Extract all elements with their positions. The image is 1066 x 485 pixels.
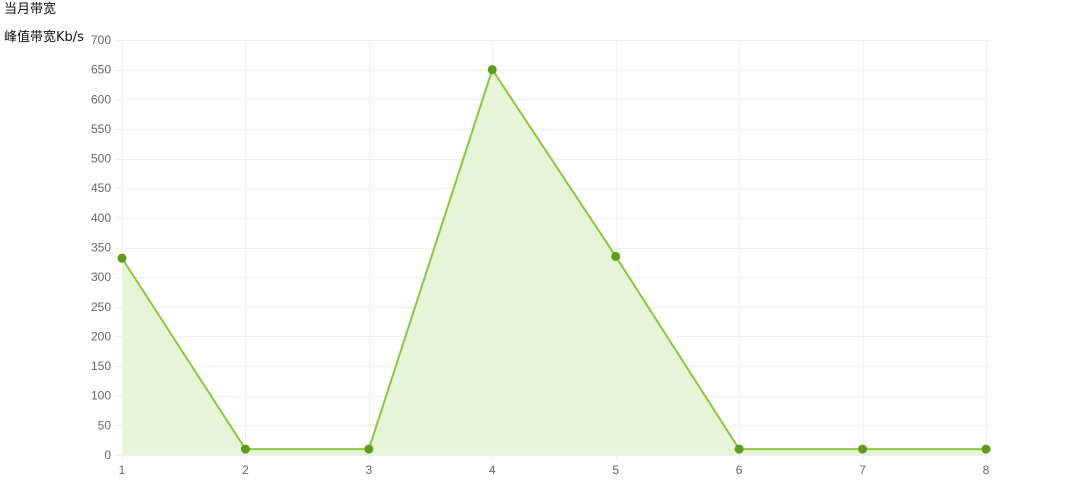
y-axis-tick-labels: 0 50 100 150 200 250 300 350 400 450 500 550 600 650 7… [91,33,111,462]
x-tick-label: 8 [983,463,990,477]
y-tick-label: 600 [91,92,111,106]
y-axis-label: 峰值带宽Kb/s [4,30,84,45]
series-line [121,68,986,451]
y-tick-label: 250 [91,300,111,314]
y-tick-label: 300 [91,270,111,284]
data-points [117,65,991,454]
x-tick-label: 1 [119,463,126,477]
y-tick-label: 350 [91,241,111,255]
y-tick-label: 450 [91,181,111,195]
data-point[interactable] [240,444,250,454]
x-tick-label: 3 [366,463,373,477]
data-point[interactable] [734,444,744,454]
series-area [122,69,986,456]
x-axis-tick-labels: 1 2 3 4 5 6 7 8 [119,463,990,477]
y-tick-label: 100 [91,389,111,403]
data-point[interactable] [364,444,374,454]
data-point[interactable] [611,251,621,261]
data-point[interactable] [117,253,127,263]
page-title: 当月带宽 [4,2,57,17]
y-tick-label: 50 [98,418,112,432]
data-point[interactable] [858,444,868,454]
y-tick-label: 550 [91,122,111,136]
data-point[interactable] [981,444,991,454]
y-tick-label: 200 [91,329,111,343]
data-point[interactable] [487,65,497,75]
x-tick-label: 2 [242,463,249,477]
x-tick-label: 5 [612,463,619,477]
y-tick-label: 400 [91,211,111,225]
x-tick-label: 6 [736,463,743,477]
x-tick-label: 7 [859,463,866,477]
y-tick-label: 150 [91,359,111,373]
y-tick-label: 500 [91,152,111,166]
y-tick-label: 0 [104,448,111,462]
y-tick-label: 700 [91,33,111,47]
chart-grid [116,40,990,461]
x-tick-label: 4 [489,463,496,477]
y-tick-label: 650 [91,63,111,77]
